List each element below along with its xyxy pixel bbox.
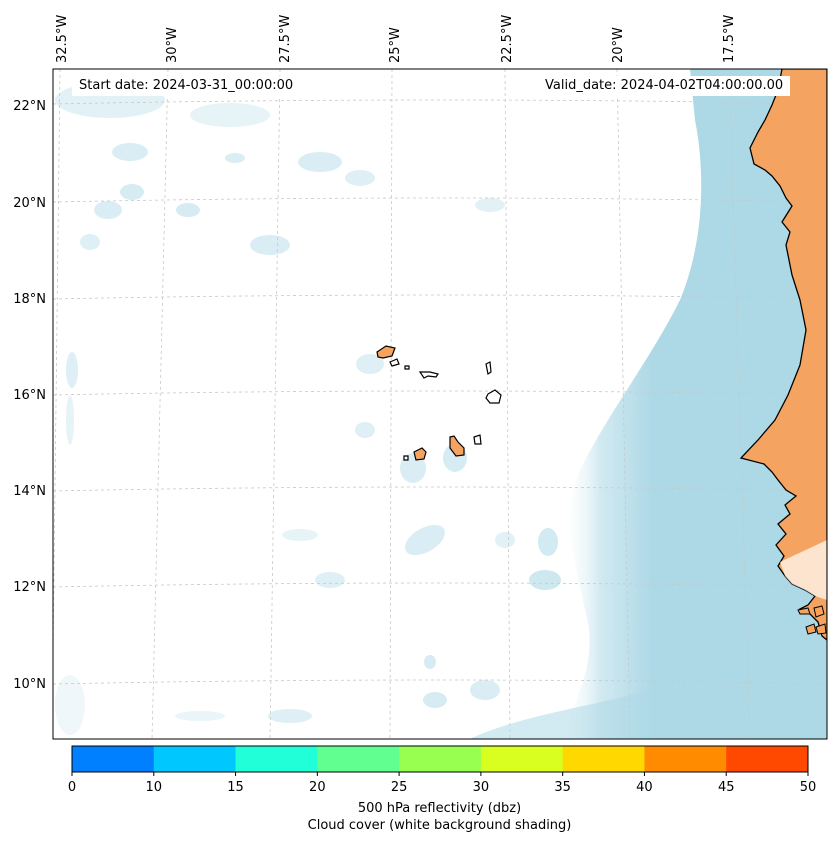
lat-label: 22°N bbox=[13, 99, 46, 114]
colorbar-tick-label: 35 bbox=[554, 780, 571, 795]
brava-island bbox=[403, 455, 409, 461]
colorbar-segment bbox=[399, 746, 482, 772]
sal-island bbox=[485, 361, 492, 375]
colorbar-tick-label: 25 bbox=[391, 780, 408, 795]
lon-label: 32.5°W bbox=[55, 15, 70, 63]
lat-label: 18°N bbox=[13, 292, 46, 307]
southern-cloud-band bbox=[470, 685, 827, 739]
bijagos-islands bbox=[797, 605, 827, 635]
longitude-labels: 32.5°W 30°W 27.5°W 25°W 22.5°W 20°W 17.5… bbox=[55, 15, 737, 63]
lon-label: 25°W bbox=[388, 27, 403, 63]
sao-nicolau-island bbox=[418, 371, 439, 379]
colorbar-tick-label: 45 bbox=[718, 780, 735, 795]
colorbar-tick-label: 10 bbox=[146, 780, 163, 795]
africa-mainland bbox=[739, 69, 827, 641]
start-date-label: Start date: 2024-03-31_00:00:00 bbox=[72, 76, 301, 96]
fogo-island bbox=[413, 447, 427, 461]
scattered-clouds bbox=[55, 82, 561, 735]
land-cloud-shading bbox=[780, 540, 827, 600]
lon-label: 20°W bbox=[611, 27, 626, 63]
lat-label: 10°N bbox=[13, 677, 46, 692]
colorbar-subtitle: Cloud cover (white background shading) bbox=[307, 818, 572, 833]
colorbar-segment bbox=[317, 746, 400, 772]
colorbar: 0 10 15 20 25 30 35 40 45 50 bbox=[68, 745, 817, 795]
sao-vicente-island bbox=[389, 358, 400, 367]
santa-luzia-island bbox=[404, 365, 410, 370]
lat-label: 14°N bbox=[13, 484, 46, 499]
colorbar-segment bbox=[644, 746, 727, 772]
valid-date-label: Valid_date: 2024-04-02T04:00:00.00 bbox=[538, 76, 791, 96]
coastal-cloud-band bbox=[560, 69, 827, 739]
graticule bbox=[53, 69, 827, 739]
santo-antao-island bbox=[376, 345, 396, 359]
colorbar-segment bbox=[726, 746, 809, 772]
colorbar-segment bbox=[480, 746, 564, 772]
lat-label: 16°N bbox=[13, 388, 46, 403]
lon-label: 22.5°W bbox=[500, 15, 515, 63]
colorbar-tick-label: 30 bbox=[473, 780, 490, 795]
colorbar-tick-label: 40 bbox=[636, 780, 653, 795]
lon-label: 30°W bbox=[165, 27, 180, 63]
colorbar-segment bbox=[235, 746, 318, 772]
colorbar-segment bbox=[153, 746, 237, 772]
lat-label: 12°N bbox=[13, 580, 46, 595]
colorbar-title: 500 hPa reflectivity (dbz) bbox=[357, 801, 522, 816]
colorbar-tick-label: 0 bbox=[68, 780, 76, 795]
lon-label: 17.5°W bbox=[722, 15, 737, 63]
map-frame bbox=[52, 68, 828, 740]
boa-vista-island bbox=[485, 389, 502, 404]
santiago-island bbox=[449, 435, 465, 457]
colorbar-segment bbox=[72, 746, 155, 772]
lat-label: 20°N bbox=[13, 196, 46, 211]
colorbar-tick-label: 20 bbox=[309, 780, 326, 795]
colorbar-tick-label: 15 bbox=[227, 780, 244, 795]
colorbar-tick-label: 50 bbox=[800, 780, 817, 795]
lon-label: 27.5°W bbox=[278, 15, 293, 63]
maio-island bbox=[473, 434, 482, 445]
colorbar-frame bbox=[71, 745, 809, 773]
cape-verde-islands bbox=[376, 345, 502, 461]
latitude-labels: 22°N 20°N 18°N 16°N 14°N 12°N 10°N bbox=[13, 99, 46, 692]
colorbar-segment bbox=[562, 746, 645, 772]
